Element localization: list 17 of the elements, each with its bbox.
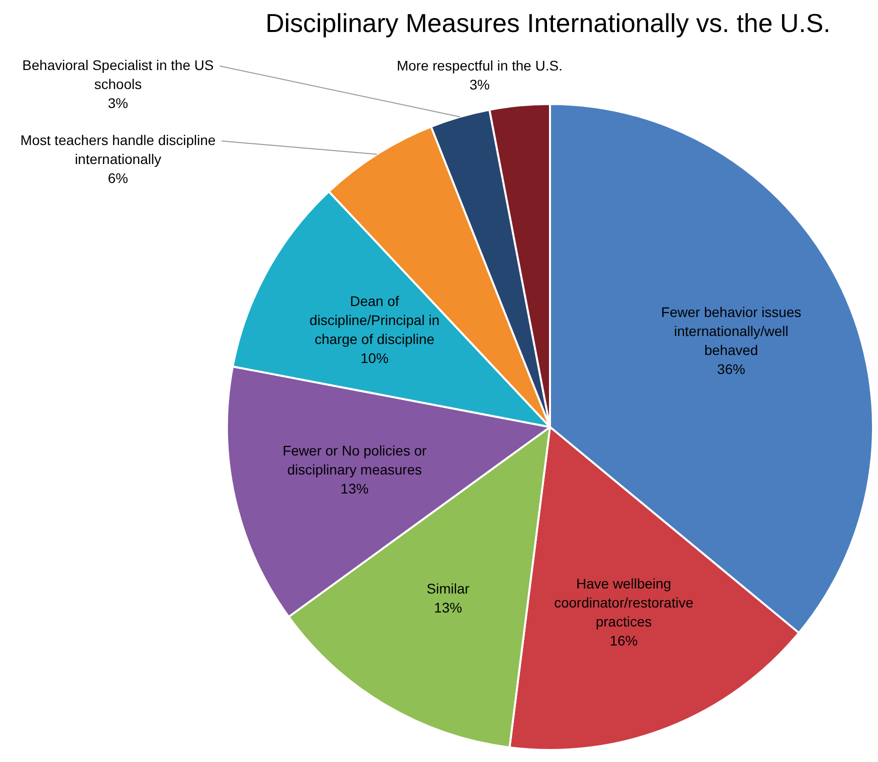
data-label: 13% [434,600,462,616]
data-label: 6% [108,170,128,186]
data-label: 10% [360,350,389,366]
data-label: 3% [469,76,490,92]
slice-label: Most teachers handle discipline internationally [20,132,216,167]
data-label: 3% [108,94,128,111]
data-label: 13% [340,480,369,497]
chart-title: Disciplinary Measures Internationally vs. the U.S. [265,8,831,38]
slice-label: More respectful in the U.S. [396,57,562,74]
slice-label: Fewer behavior issues internationally/well behaved [661,304,802,358]
data-label: 36% [717,361,746,378]
slice-label: Fewer or No policies or disciplinary measures [282,442,427,478]
slice-label: Have wellbeing coordinator/restorative practices [554,576,694,630]
slice-label: Similar [426,580,470,597]
slice-label: Behavioral Specialist in the US schools [22,56,214,92]
slice-label: Dean of discipline/Principal in charge of discipline [310,292,440,347]
data-label: 16% [610,632,638,649]
